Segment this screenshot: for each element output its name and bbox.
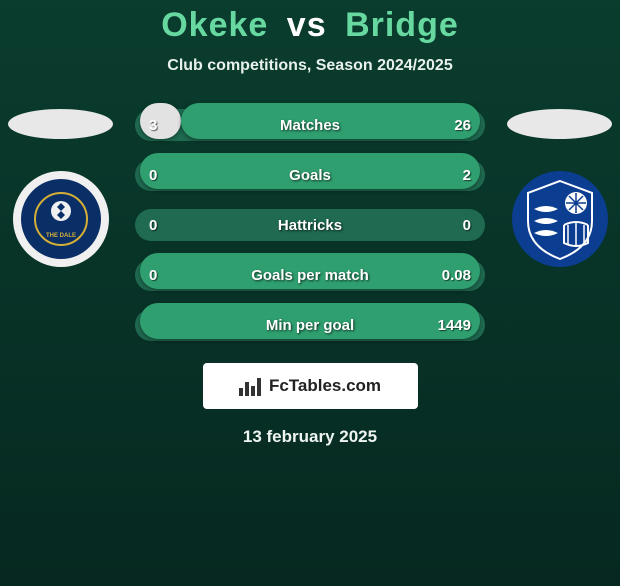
- stat-label: Matches: [135, 117, 485, 134]
- subtitle: Club competitions, Season 2024/2025: [0, 57, 620, 75]
- player2-avatar-placeholder: [507, 109, 612, 139]
- stat-right-value: 26: [454, 117, 471, 134]
- stat-row: 0Goals per match0.08: [135, 259, 485, 291]
- player2-name: Bridge: [345, 6, 459, 44]
- vs-text: vs: [287, 6, 327, 44]
- stat-row: 3Matches26: [135, 109, 485, 141]
- right-side: [507, 109, 612, 269]
- fctables-label: FcTables.com: [269, 376, 381, 396]
- stat-right-value: 0: [463, 217, 471, 234]
- stat-right-value: 1449: [438, 317, 471, 334]
- stat-right-value: 2: [463, 167, 471, 184]
- player1-avatar-placeholder: [8, 109, 113, 139]
- stats-list: 3Matches260Goals20Hattricks00Goals per m…: [135, 109, 485, 341]
- stat-label: Goals per match: [135, 267, 485, 284]
- bar-chart-icon: [239, 376, 261, 396]
- club-logo-left: THE DALE: [11, 169, 111, 269]
- date-text: 13 february 2025: [0, 427, 620, 447]
- svg-text:THE DALE: THE DALE: [46, 233, 76, 239]
- stat-label: Min per goal: [135, 317, 485, 334]
- stat-label: Goals: [135, 167, 485, 184]
- page-title: Okeke vs Bridge: [0, 6, 620, 45]
- fctables-badge: FcTables.com: [203, 363, 418, 409]
- club-logo-right: [510, 169, 610, 269]
- stat-row: 0Goals2: [135, 159, 485, 191]
- player1-name: Okeke: [161, 6, 268, 44]
- left-side: THE DALE: [8, 109, 113, 269]
- stat-row: Min per goal1449: [135, 309, 485, 341]
- stat-row: 0Hattricks0: [135, 209, 485, 241]
- stat-right-value: 0.08: [442, 267, 471, 284]
- stat-label: Hattricks: [135, 217, 485, 234]
